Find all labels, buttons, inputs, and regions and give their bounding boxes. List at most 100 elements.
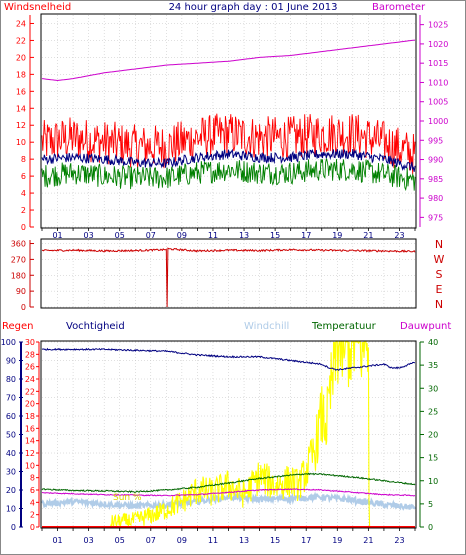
windchill-label: Windchill: [244, 321, 289, 332]
mid-plot-border: [40, 238, 417, 309]
tick-label: 19: [332, 231, 342, 240]
tick-label: 01: [52, 231, 62, 240]
tick-label: 100: [1, 338, 16, 347]
tick-label: 13: [239, 536, 249, 545]
barometer-label: Barometer: [372, 2, 426, 13]
tick-label: 03: [84, 536, 94, 545]
tick-label: 1015: [428, 59, 448, 68]
tick-label: 10: [6, 505, 16, 514]
tick-label: 03: [84, 231, 94, 240]
series-humidity: [41, 347, 416, 371]
tick-label: 0: [11, 523, 16, 532]
tick-label: 15: [428, 454, 438, 463]
tick-label: 20: [16, 53, 26, 62]
barometer-axis: 975 980 985 990 995 1000 1005 1010 1015 1020 1025: [419, 15, 448, 227]
tick-label: 90: [16, 287, 26, 296]
wind-speed-label: Windsnelheid: [4, 2, 71, 13]
tick-label: 0: [30, 523, 35, 532]
tick-label: 21: [363, 536, 373, 545]
tick-label: 25: [428, 407, 438, 416]
series-barometer: [41, 39, 416, 82]
tick-label: 30: [25, 338, 35, 347]
tick-label: 70: [6, 394, 16, 403]
series-dewpoint: [41, 488, 416, 497]
tick-label: 18: [16, 70, 26, 79]
tick-label: 24: [25, 375, 35, 384]
tick-label: 5: [428, 500, 433, 509]
humidity-axis: 0 10 20 30 40 50 60 70 80 90 100: [1, 338, 23, 532]
tick-label: 6: [30, 486, 35, 495]
direction-letter: E: [436, 283, 443, 296]
tick-label: 6: [21, 172, 26, 181]
tick-label: 20: [25, 400, 35, 409]
tick-label: 975: [428, 213, 443, 222]
tick-label: 10: [428, 477, 438, 486]
tick-label: 40: [428, 338, 438, 347]
tick-label: 10: [16, 138, 26, 147]
tick-label: 13: [239, 231, 249, 240]
series-gust: [41, 113, 416, 175]
tick-label: 14: [16, 104, 26, 113]
tick-label: 0: [428, 523, 433, 532]
tick-label: 60: [6, 412, 16, 421]
direction-axis: 0 90 180 270 360: [11, 240, 34, 312]
tick-label: 50: [6, 431, 16, 440]
tick-label: 09: [177, 536, 187, 545]
mid-series: [41, 247, 416, 308]
tick-label: 360: [11, 240, 26, 249]
tick-label: 4: [21, 189, 26, 198]
direction-letter: N: [435, 298, 443, 311]
direction-letter: S: [436, 268, 443, 281]
tick-label: 1005: [428, 98, 448, 107]
tick-label: 22: [25, 387, 35, 396]
tick-label: 985: [428, 175, 443, 184]
tick-label: 23: [394, 231, 404, 240]
tick-label: 11: [208, 231, 218, 240]
tick-label: 30: [6, 468, 16, 477]
tick-label: 180: [11, 271, 26, 280]
tick-label: 0: [21, 223, 26, 232]
humidity-label: Vochtigheid: [66, 321, 125, 332]
tick-label: 07: [146, 536, 156, 545]
tick-label: 40: [6, 449, 16, 458]
bottom-series: [41, 341, 416, 528]
direction-letter: W: [434, 253, 445, 266]
tick-label: 14: [25, 437, 35, 446]
tick-label: 01: [52, 536, 62, 545]
rain-label: Regen: [2, 321, 34, 332]
tick-label: 22: [16, 36, 26, 45]
tick-label: 16: [16, 87, 26, 96]
series-temperature: [41, 472, 416, 494]
tick-label: 30: [428, 384, 438, 393]
tick-label: 23: [394, 536, 404, 545]
tick-label: 8: [30, 474, 35, 483]
tick-label: 16: [25, 424, 35, 433]
tick-label: 05: [115, 231, 125, 240]
tick-label: 90: [6, 357, 16, 366]
chart-title: 24 hour graph day : 01 June 2013: [169, 2, 338, 13]
series-low: [41, 158, 416, 192]
tick-label: 18: [25, 412, 35, 421]
tick-label: 990: [428, 156, 443, 165]
tick-label: 07: [146, 231, 156, 240]
top-plot-border: [40, 13, 417, 229]
top-series: [41, 39, 416, 192]
tick-label: 8: [21, 155, 26, 164]
tick-label: 12: [25, 449, 35, 458]
tick-label: 270: [11, 255, 26, 264]
tick-label: 1025: [428, 21, 448, 30]
temperature-label: Temperatuur: [311, 321, 377, 332]
tick-label: 21: [363, 231, 373, 240]
tick-label: 995: [428, 136, 443, 145]
tick-label: 2: [30, 511, 35, 520]
tick-label: 4: [30, 498, 35, 507]
top-x-axis: 01 03 05 07 09 11 13 15 17 19 21 23: [41, 228, 416, 240]
tick-label: 12: [16, 121, 26, 130]
series-direction: [41, 247, 416, 308]
direction-letter: N: [435, 238, 443, 251]
